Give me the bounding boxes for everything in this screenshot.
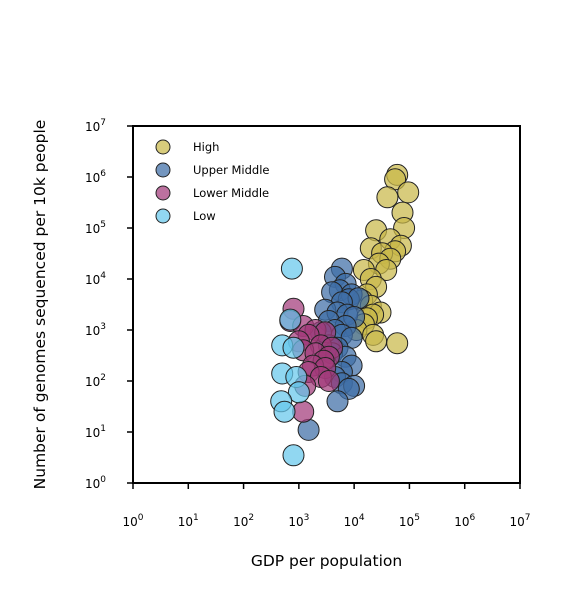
y-axis-ticks: 100 101 102 103 104 105 106 107 (85, 118, 133, 491)
legend-label: Low (193, 209, 216, 223)
legend-label: High (193, 140, 219, 154)
plot-frame (132, 125, 521, 484)
y-tick-label: 105 (85, 220, 106, 236)
x-tick-label: 105 (399, 513, 420, 529)
x-tick-label: 102 (233, 513, 254, 529)
series-low (270, 257, 310, 467)
data-point (279, 308, 302, 331)
y-tick-label: 107 (85, 118, 106, 134)
y-tick-label: 100 (85, 475, 106, 491)
x-tick-label: 103 (288, 513, 309, 529)
legend-marker (155, 208, 171, 224)
data-point (282, 336, 305, 359)
data-point (326, 390, 349, 413)
legend-marker (155, 162, 171, 178)
data-point (280, 257, 303, 280)
legend-label: Lower Middle (193, 186, 269, 200)
x-tick-label: 104 (344, 513, 365, 529)
data-point (297, 418, 320, 441)
legend-item: Lower Middle (155, 185, 269, 201)
data-point (397, 181, 420, 204)
y-tick-label: 101 (85, 424, 106, 440)
x-axis-ticks: 100 101 102 103 104 105 106 107 (122, 483, 531, 529)
data-point (287, 381, 310, 404)
x-tick-label: 106 (454, 513, 475, 529)
legend-marker (155, 139, 171, 155)
legend-label: Upper Middle (193, 163, 269, 177)
x-axis-title: GDP per population (251, 552, 402, 570)
y-axis-title: Number of genomes sequenced per 10k peop… (31, 120, 49, 490)
data-point (317, 370, 340, 392)
data-point (282, 444, 305, 467)
x-tick-label: 107 (509, 513, 530, 529)
data-point (273, 400, 296, 423)
y-tick-label: 103 (85, 322, 106, 338)
legend-item: High (155, 139, 219, 155)
points-layer (270, 163, 420, 467)
x-tick-label: 101 (178, 513, 199, 529)
data-point (292, 400, 315, 423)
x-tick-label: 100 (122, 513, 143, 529)
data-point (376, 186, 399, 209)
data-point (365, 330, 388, 353)
y-tick-label: 106 (85, 169, 106, 185)
legend-item: Low (155, 208, 216, 224)
legend-item: Upper Middle (155, 162, 269, 178)
y-tick-label: 104 (85, 271, 106, 287)
y-tick-label: 102 (85, 373, 106, 389)
data-point (386, 332, 409, 355)
legend: High Upper Middle Lower Middle Low (155, 139, 269, 224)
legend-marker (155, 185, 171, 201)
